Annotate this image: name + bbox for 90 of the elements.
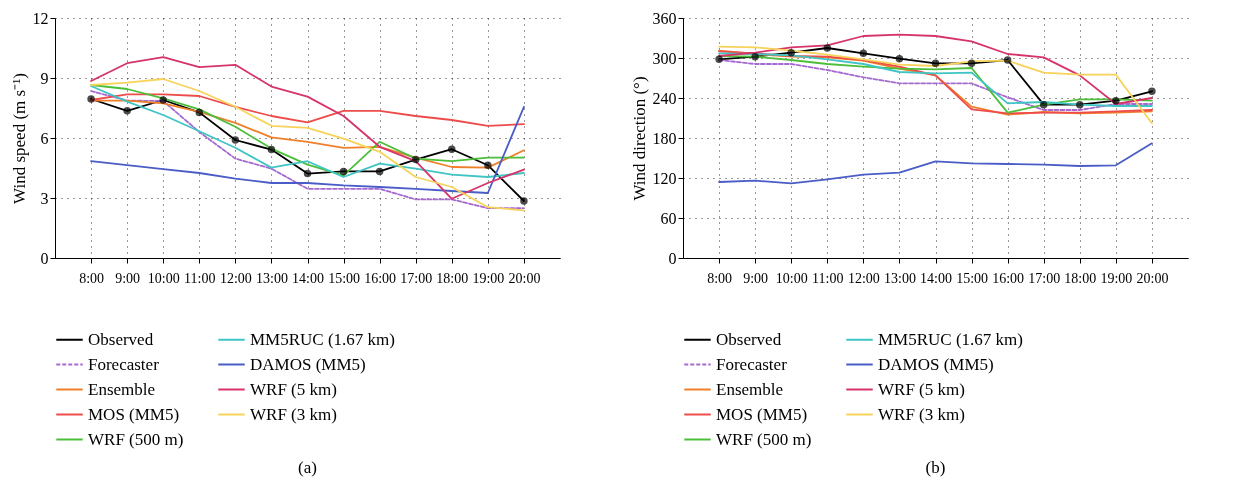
x-tick-label: 17:00 — [400, 270, 433, 286]
point — [159, 96, 167, 104]
legend-label: MM5RUC (1.67 km) — [878, 329, 1023, 349]
x-tick-label: 20:00 — [508, 270, 541, 286]
y-axis-title: Wind speed (m s⁻¹) — [9, 73, 29, 204]
x-tick-label: 18:00 — [1064, 270, 1097, 286]
point — [231, 136, 240, 144]
legend-label: Ensemble — [88, 379, 156, 399]
point — [520, 197, 528, 205]
y-tick-label: 120 — [652, 169, 677, 187]
y-tick-label: 3 — [40, 189, 49, 207]
line-series — [718, 142, 1153, 185]
y-axis-title: Wind direction (°) — [629, 76, 649, 201]
y-tick-label: 9 — [40, 69, 49, 87]
point — [267, 145, 276, 154]
x-tick-label: 14:00 — [920, 270, 952, 286]
legend-label: WRF (5 km) — [878, 379, 965, 399]
y-tick-label: 360 — [652, 9, 677, 27]
legend-label: MOS (MM5) — [716, 404, 808, 424]
legend-label: WRF (500 m) — [88, 429, 184, 449]
y-tick-label: 180 — [652, 129, 677, 147]
y-tick-label: 240 — [652, 89, 677, 107]
point — [339, 167, 348, 176]
x-tick-label: 15:00 — [956, 270, 989, 286]
y-tick-label: 12 — [32, 9, 49, 27]
point — [895, 54, 904, 63]
x-tick-label: 11:00 — [184, 270, 216, 286]
point — [751, 52, 759, 61]
point — [411, 155, 420, 164]
x-tick-label: 8:00 — [707, 270, 733, 286]
point — [859, 49, 868, 58]
legend-label: WRF (3 km) — [878, 404, 965, 424]
point — [87, 95, 95, 103]
x-tick-label: 13:00 — [255, 270, 288, 286]
point — [123, 107, 131, 115]
legend-label: Observed — [88, 329, 154, 349]
x-tick-label: 17:00 — [1028, 270, 1061, 286]
point — [195, 108, 204, 117]
point — [448, 145, 456, 153]
point — [787, 48, 795, 57]
legend-label: MOS (MM5) — [88, 404, 180, 424]
x-tick-label: 13:00 — [883, 270, 916, 286]
x-tick-label: 14:00 — [292, 270, 324, 286]
x-tick-label: 18:00 — [436, 270, 469, 286]
legend-label: WRF (500 m) — [716, 429, 812, 449]
y-tick-label: 60 — [660, 209, 677, 227]
line-series — [90, 105, 525, 194]
y-tick-label: 0 — [40, 249, 49, 267]
x-tick-label: 10:00 — [775, 270, 808, 286]
point — [823, 44, 832, 52]
x-tick-label: 16:00 — [992, 270, 1025, 286]
point — [1148, 87, 1156, 96]
line-series — [90, 56, 525, 200]
y-tick-label: 300 — [652, 49, 677, 67]
text: (a) — [298, 458, 317, 477]
x-tick-label: 12:00 — [847, 270, 880, 286]
legend-label: WRF (3 km) — [250, 404, 337, 424]
y-tick-label: 0 — [668, 249, 677, 267]
x-tick-label: 20:00 — [1136, 270, 1169, 286]
x-tick-label: 11:00 — [812, 270, 844, 286]
x-tick-label: 19:00 — [1100, 270, 1133, 286]
x-tick-label: 15:00 — [328, 270, 361, 286]
x-tick-label: 19:00 — [472, 270, 505, 286]
y-tick-label: 6 — [40, 129, 49, 147]
legend-label: DAMOS (MM5) — [878, 354, 994, 374]
point — [1076, 100, 1084, 109]
x-tick-label: 10:00 — [147, 270, 180, 286]
point — [303, 169, 312, 178]
point — [967, 59, 976, 68]
line-series — [718, 45, 1153, 125]
point — [1112, 96, 1120, 105]
x-tick-label: 9:00 — [743, 270, 769, 286]
point — [1003, 56, 1012, 64]
legend-label: MM5RUC (1.67 km) — [250, 329, 395, 349]
legend-label: Forecaster — [716, 354, 788, 374]
x-tick-label: 9:00 — [115, 270, 141, 286]
point — [931, 59, 940, 68]
point — [375, 167, 384, 176]
legend-label: Ensemble — [716, 379, 784, 399]
legend-label: Observed — [716, 329, 782, 349]
x-tick-label: 8:00 — [79, 270, 105, 286]
legend-label: Forecaster — [88, 354, 160, 374]
point — [715, 55, 723, 64]
legend-label: DAMOS (MM5) — [250, 354, 366, 374]
legend-label: WRF (5 km) — [250, 379, 337, 399]
x-tick-label: 16:00 — [364, 270, 397, 286]
x-tick-label: 12:00 — [219, 270, 252, 286]
point — [1039, 100, 1048, 109]
point — [484, 161, 492, 169]
text: (b) — [925, 458, 946, 477]
